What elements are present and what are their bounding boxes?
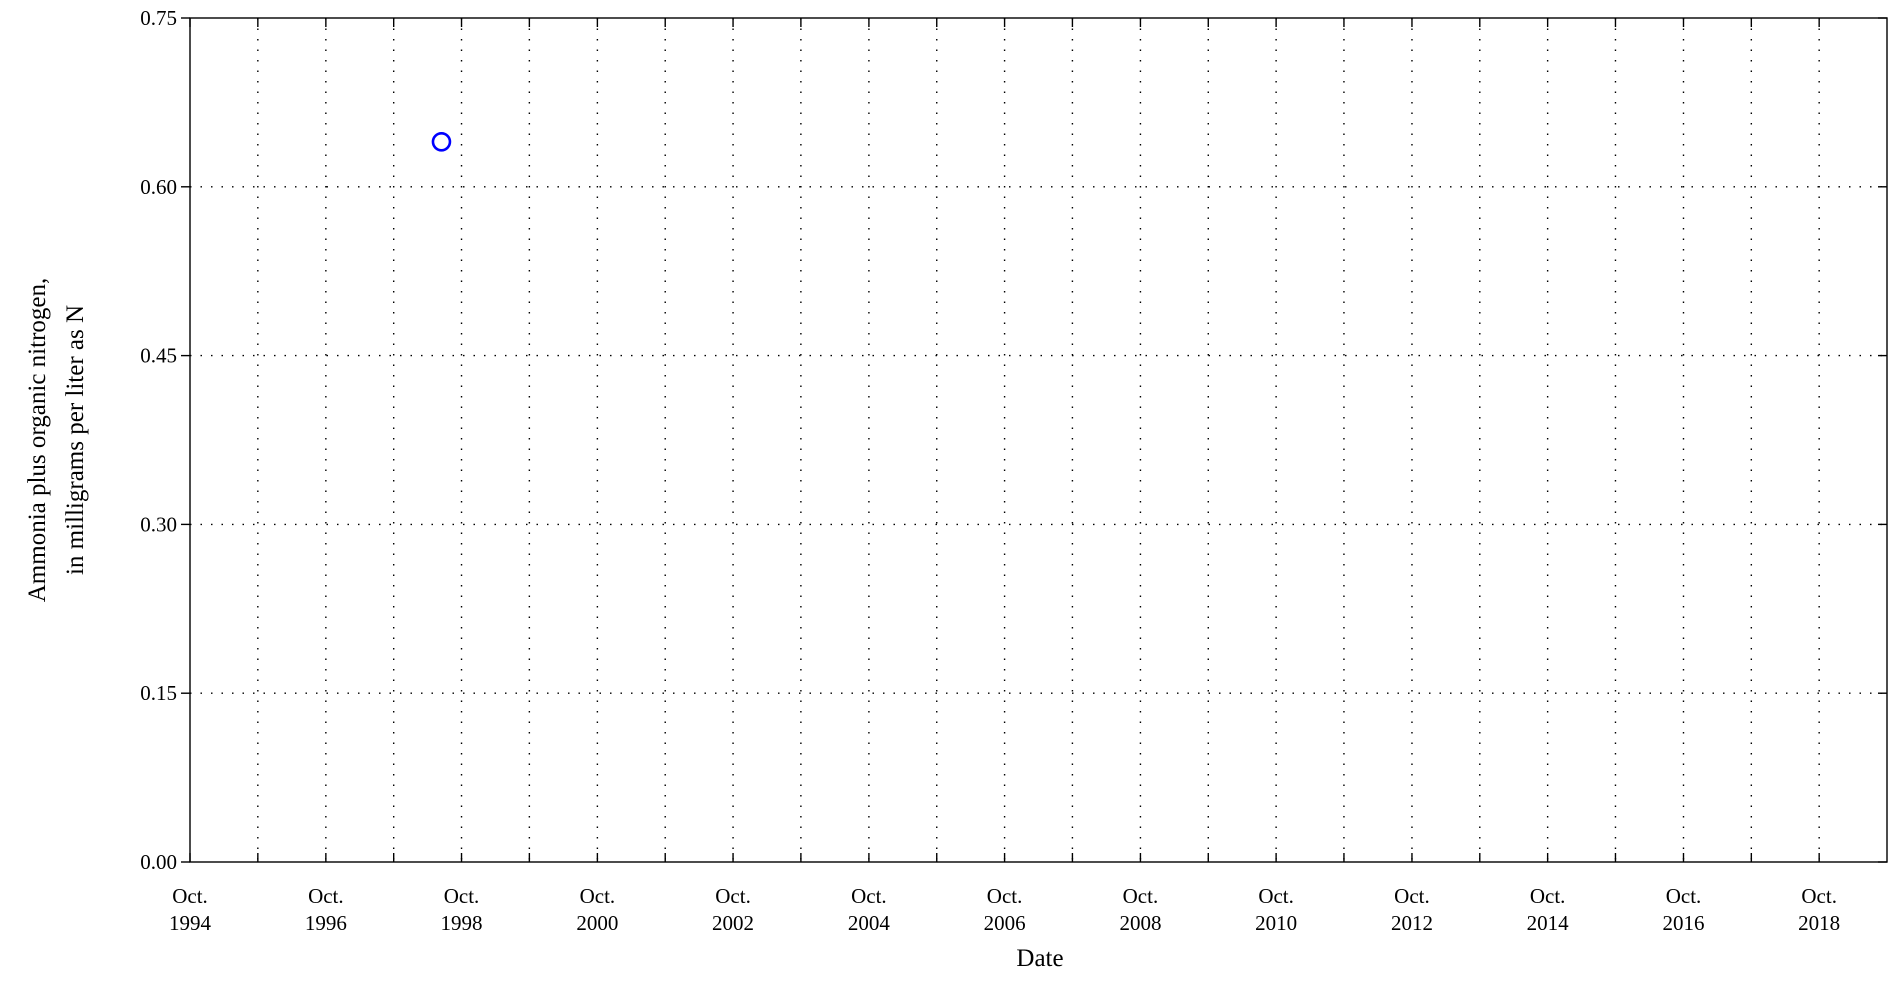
x-tick-label-month: Oct. <box>1394 884 1430 908</box>
x-tick-label-year: 2014 <box>1527 911 1570 935</box>
x-tick-label-month: Oct. <box>444 884 480 908</box>
x-tick-label-month: Oct. <box>851 884 887 908</box>
x-tick-label-month: Oct. <box>308 884 344 908</box>
x-tick-label-year: 2002 <box>712 911 754 935</box>
x-tick-label-month: Oct. <box>1123 884 1159 908</box>
x-tick-label-year: 2008 <box>1119 911 1161 935</box>
x-tick-label-month: Oct. <box>172 884 208 908</box>
x-tick-label-month: Oct. <box>1801 884 1837 908</box>
point-layer <box>431 131 452 152</box>
x-tick-label-year: 2010 <box>1255 911 1297 935</box>
x-tick-label-year: 2004 <box>848 911 891 935</box>
x-tick-label-year: 1996 <box>305 911 347 935</box>
y-tick-label: 0.00 <box>140 850 177 874</box>
x-tick-label-year: 2012 <box>1391 911 1433 935</box>
x-tick-label-month: Oct. <box>987 884 1023 908</box>
y-axis-title-line-2: in milligrams per liter as N <box>62 305 89 575</box>
x-tick-label-month: Oct. <box>1258 884 1294 908</box>
y-tick-label: 0.30 <box>140 512 177 536</box>
x-tick-label-month: Oct. <box>580 884 616 908</box>
x-tick-label-month: Oct. <box>1530 884 1566 908</box>
data-point <box>431 131 452 152</box>
tick-layer <box>181 17 1887 863</box>
x-tick-label-year: 2018 <box>1798 911 1840 935</box>
grid-layer <box>190 18 1887 862</box>
y-axis-title: Ammonia plus organic nitrogen, in millig… <box>24 278 89 603</box>
x-tick-label-year: 2000 <box>576 911 618 935</box>
x-tick-label-month: Oct. <box>715 884 751 908</box>
x-axis-title: Date <box>1016 945 1063 972</box>
label-layer: 0.00 0.15 0.30 0.45 0.60 0.75 Oct. 1994 Oct. 1996… <box>140 6 1840 935</box>
x-tick-label-year: 2006 <box>984 911 1026 935</box>
y-tick-label: 0.60 <box>140 175 177 199</box>
y-tick-label: 0.75 <box>140 6 177 30</box>
y-tick-label: 0.15 <box>140 681 177 705</box>
y-axis-title-line-1: Ammonia plus organic nitrogen, <box>24 278 51 603</box>
x-tick-label-year: 1994 <box>169 911 212 935</box>
x-tick-label-year: 1998 <box>441 911 483 935</box>
x-tick-label-year: 2016 <box>1662 911 1704 935</box>
x-tick-label-month: Oct. <box>1666 884 1702 908</box>
plot-area <box>189 17 1888 863</box>
y-tick-label: 0.45 <box>140 344 177 368</box>
